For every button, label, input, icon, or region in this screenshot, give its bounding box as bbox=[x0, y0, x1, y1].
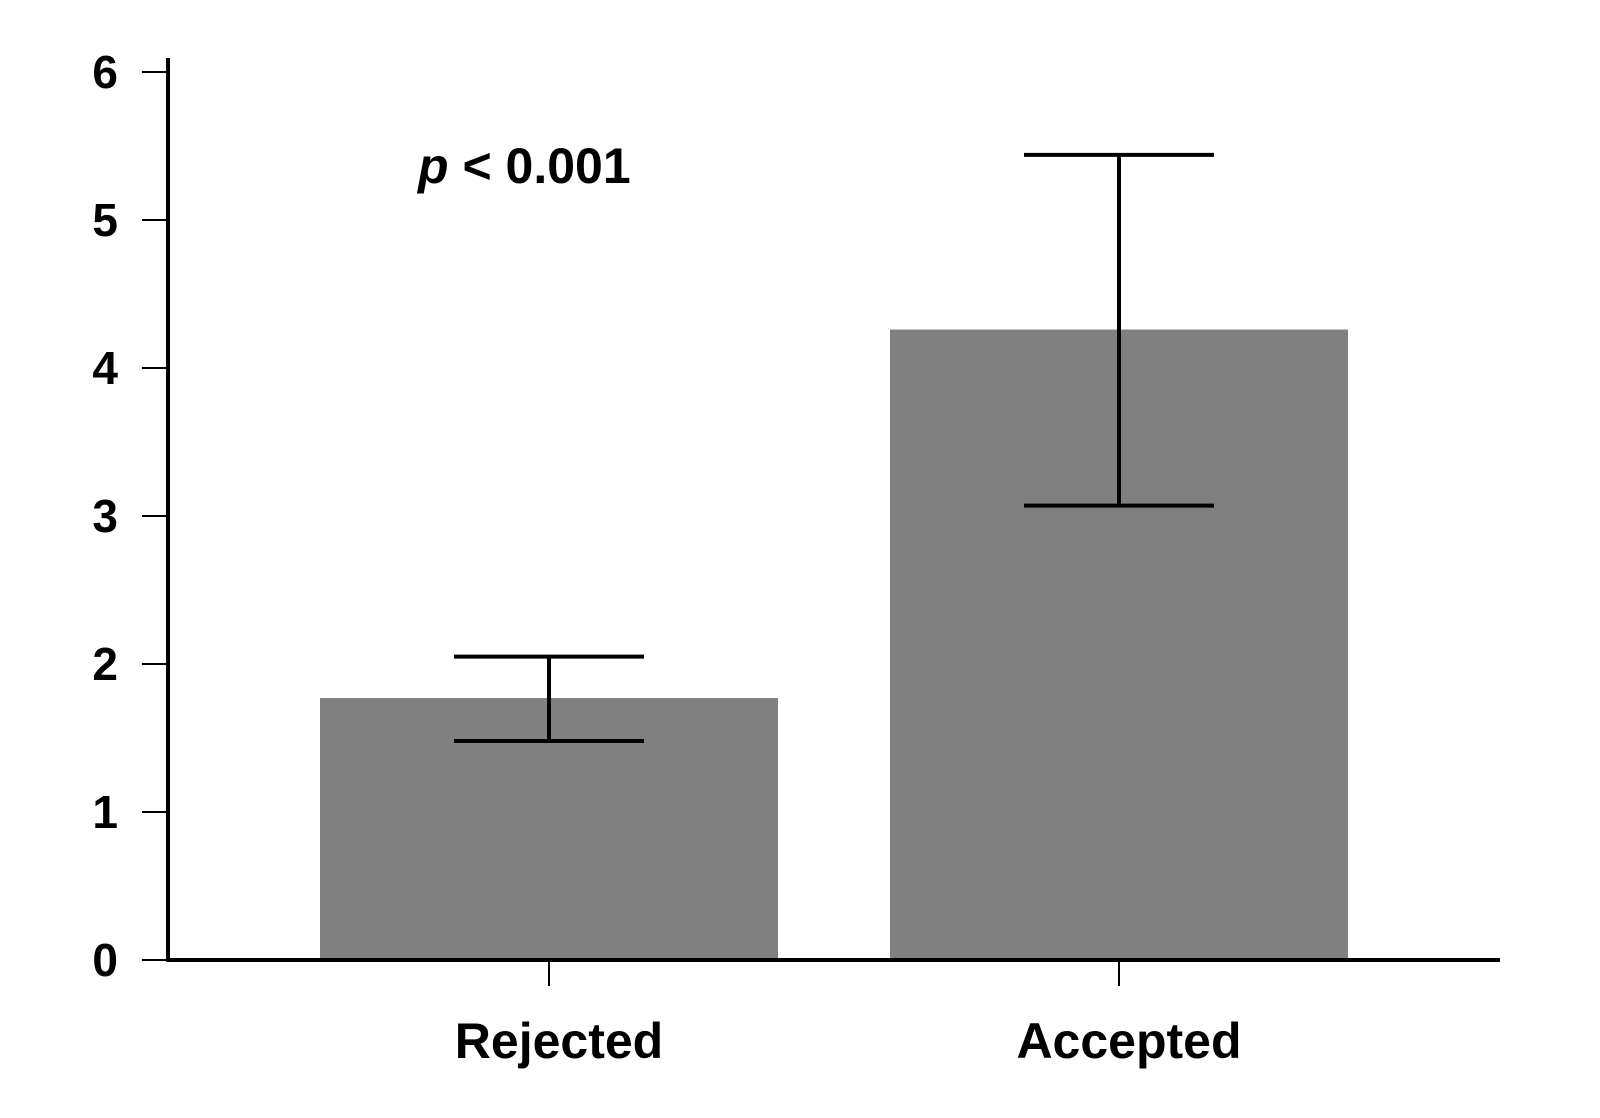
axes-layer bbox=[142, 58, 1500, 986]
y-tick-label-1: 1 bbox=[92, 786, 118, 838]
y-tick-label-2: 2 bbox=[92, 638, 118, 690]
p-value-rest: < 0.001 bbox=[449, 138, 631, 194]
x-category-label-rejected: Rejected bbox=[455, 1013, 663, 1069]
y-tick-label-6: 6 bbox=[92, 46, 118, 98]
y-tick-label-5: 5 bbox=[92, 194, 118, 246]
p-value-annotation: p < 0.001 bbox=[416, 138, 631, 194]
x-category-label-accepted: Accepted bbox=[1016, 1013, 1241, 1069]
bars-layer bbox=[320, 329, 1348, 960]
y-tick-label-3: 3 bbox=[92, 490, 118, 542]
y-tick-label-0: 0 bbox=[92, 934, 118, 986]
error-bars-layer bbox=[454, 152, 1214, 743]
y-tick-label-4: 4 bbox=[92, 342, 118, 394]
labels-layer: 0 1 2 3 4 5 6 Rejected Accepted bbox=[92, 46, 1241, 1069]
p-value-italic-part: p bbox=[416, 138, 449, 194]
